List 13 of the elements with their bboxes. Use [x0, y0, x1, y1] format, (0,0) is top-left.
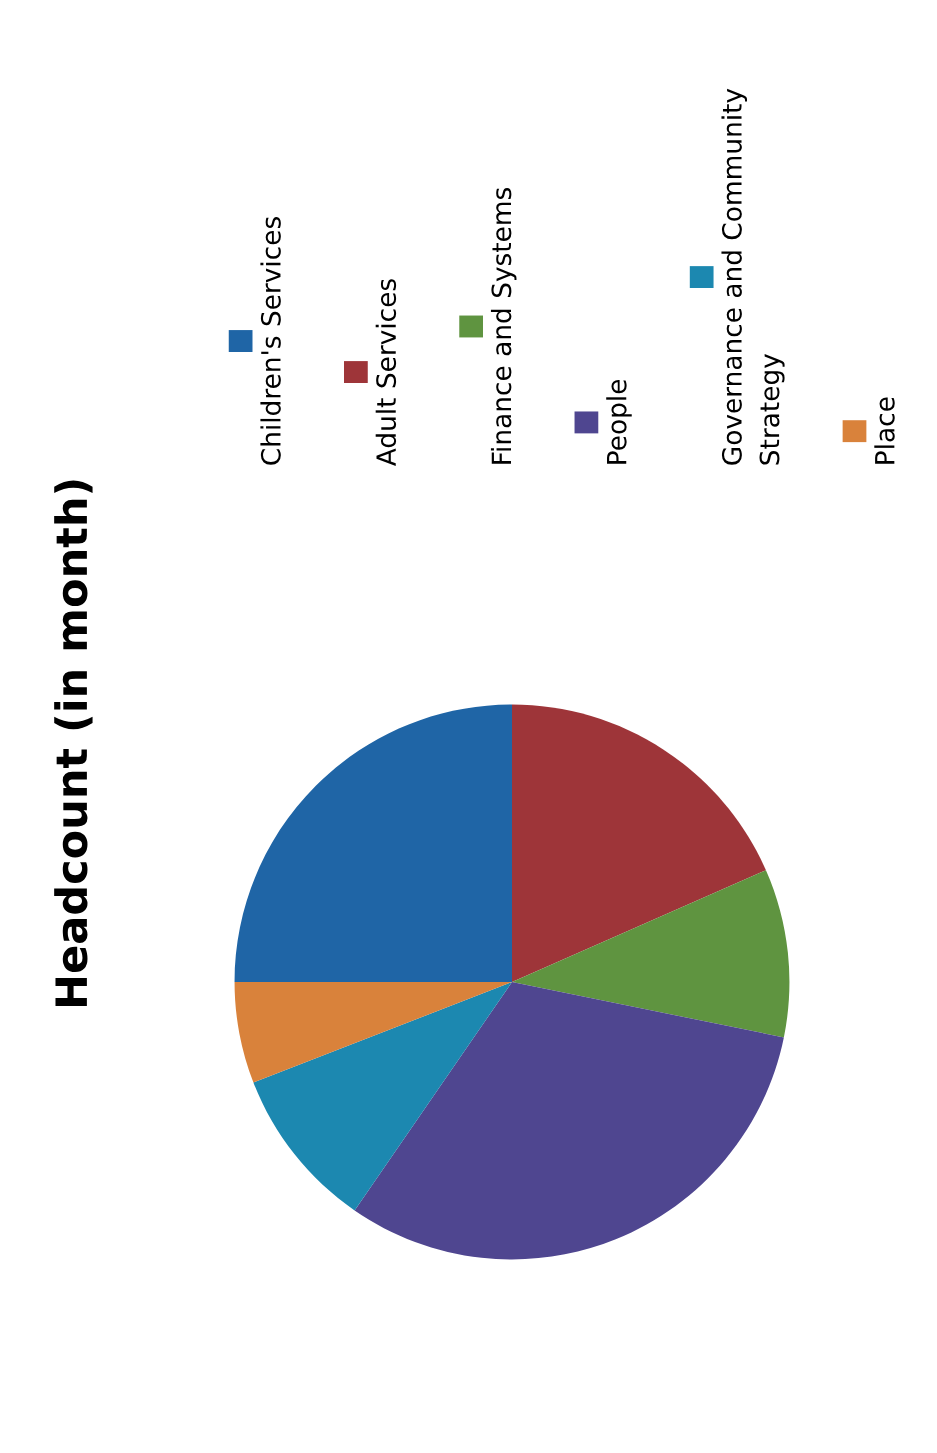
pie-slice: [512, 704, 766, 982]
legend-label: Finance and Systems: [490, 188, 517, 464]
pie-slice: [234, 704, 512, 982]
legend-label: Governance and Community Strategy: [721, 88, 785, 465]
legend-label: Children's Services: [260, 217, 281, 465]
pie-slice: [354, 982, 784, 1260]
pie-slice: [512, 870, 790, 1038]
pie-slice: [234, 982, 512, 1083]
legend-label: People: [606, 380, 632, 464]
text: Headcount (in month): [54, 480, 93, 1007]
legend-label: Adult Services: [375, 279, 397, 467]
legend-label: Place: [874, 397, 895, 464]
pie-slice: [253, 982, 512, 1211]
